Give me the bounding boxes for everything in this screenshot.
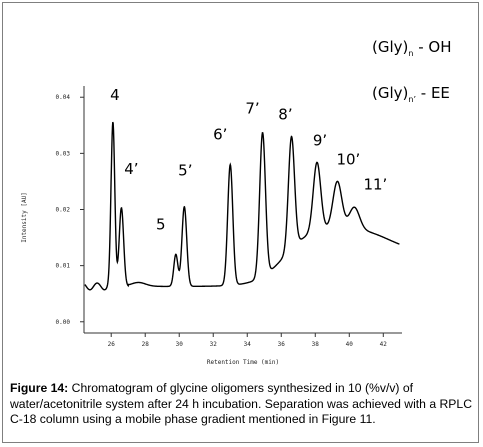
legend-entry: (Gly)n’ - EE: [372, 84, 450, 104]
x-tick-label: 38: [312, 341, 320, 348]
peak-label: 8’: [278, 106, 292, 124]
peak-label: 6’: [213, 126, 227, 144]
chart-ticks: 26 28 30 32 34 36 38 40 42 0.00 0.01 0.02 0.03 0.04: [56, 94, 388, 348]
peak-label: 10’: [336, 150, 360, 168]
legend-entry: (Gly)n - OH: [372, 38, 452, 58]
figure-frame: [2, 2, 479, 443]
chromatogram-chart: 26 28 30 32 34 36 38 40 42 0.00 0.01 0.02 0.03 0.04 4…: [21, 38, 452, 366]
peak-labels: 4 4’ 5 5’ 6’ 7’ 8’ 9’ 10’11’: [110, 86, 387, 233]
y-tick-label: 0.04: [56, 94, 71, 101]
caption-text: Chromatogram of glycine oligomers synthe…: [10, 381, 473, 426]
caption-label: Figure 14:: [10, 381, 69, 395]
y-tick-label: 0.03: [56, 150, 71, 157]
x-tick-label: 40: [346, 341, 354, 348]
x-tick-label: 34: [244, 341, 252, 348]
peak-label: 5: [156, 215, 166, 233]
x-tick-label: 42: [380, 341, 388, 348]
peak-label: 5’: [178, 162, 192, 180]
y-axis-title: Intensity [AU]: [21, 192, 28, 243]
peak-label: 4’: [124, 160, 138, 178]
peak-label: 4: [110, 86, 120, 104]
x-axis-title: Retention Time (min): [207, 359, 279, 366]
peak-label: 11’: [363, 175, 387, 193]
chart-legend: (Gly)n - OH (Gly)n’ - EE: [372, 38, 452, 104]
y-tick-label: 0.02: [56, 207, 71, 214]
y-tick-label: 0.01: [56, 263, 71, 270]
x-tick-label: 32: [210, 341, 218, 348]
peak-label: 9’: [313, 131, 327, 149]
chromatogram-trace: [84, 121, 400, 291]
chart-axes: [83, 86, 402, 334]
x-tick-label: 36: [278, 341, 286, 348]
x-tick-label: 26: [108, 341, 116, 348]
figure-caption: Figure 14: Chromatogram of glycine oligo…: [10, 381, 472, 428]
y-tick-label: 0.00: [56, 319, 71, 326]
x-tick-label: 30: [176, 341, 184, 348]
peak-label: 7’: [245, 100, 259, 118]
x-tick-label: 28: [142, 341, 150, 348]
